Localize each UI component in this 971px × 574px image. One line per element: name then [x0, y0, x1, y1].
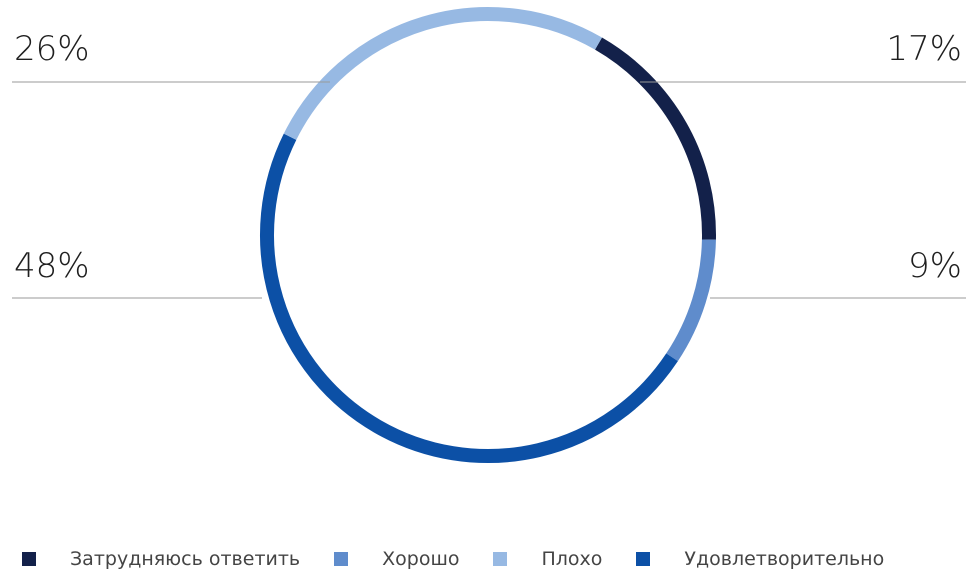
legend-swatch	[636, 552, 651, 566]
legend-item-udovletvoritelno: Удовлетворительно	[636, 548, 884, 570]
donut-slice-0	[594, 37, 716, 240]
legend-label: Плохо	[541, 548, 603, 570]
donut-slice-2	[260, 133, 678, 463]
legend-swatch	[493, 552, 508, 566]
legend-swatch	[334, 552, 349, 566]
pct-label-zatrudnyayus: 17%	[886, 29, 962, 69]
donut-slice-1	[666, 239, 716, 362]
legend: Затрудняюсь ответить Хорошо Плохо Удовле…	[22, 548, 918, 570]
legend-label: Затрудняюсь ответить	[70, 548, 301, 570]
legend-swatch	[22, 552, 36, 566]
legend-item-zatrudnyayus: Затрудняюсь ответить	[22, 548, 300, 570]
donut-slice-3	[283, 7, 602, 140]
pct-label-khorosho: 9%	[908, 246, 962, 286]
pct-label-plokho: 26%	[14, 29, 90, 69]
legend-label: Удовлетворительно	[684, 548, 885, 570]
legend-item-khorosho: Хорошо	[334, 548, 459, 570]
legend-item-plokho: Плохо	[493, 548, 602, 570]
pct-label-udovletvoritelno: 48%	[14, 246, 90, 286]
legend-label: Хорошо	[382, 548, 460, 570]
donut-chart: 26% 17% 48% 9%	[12, 7, 966, 463]
